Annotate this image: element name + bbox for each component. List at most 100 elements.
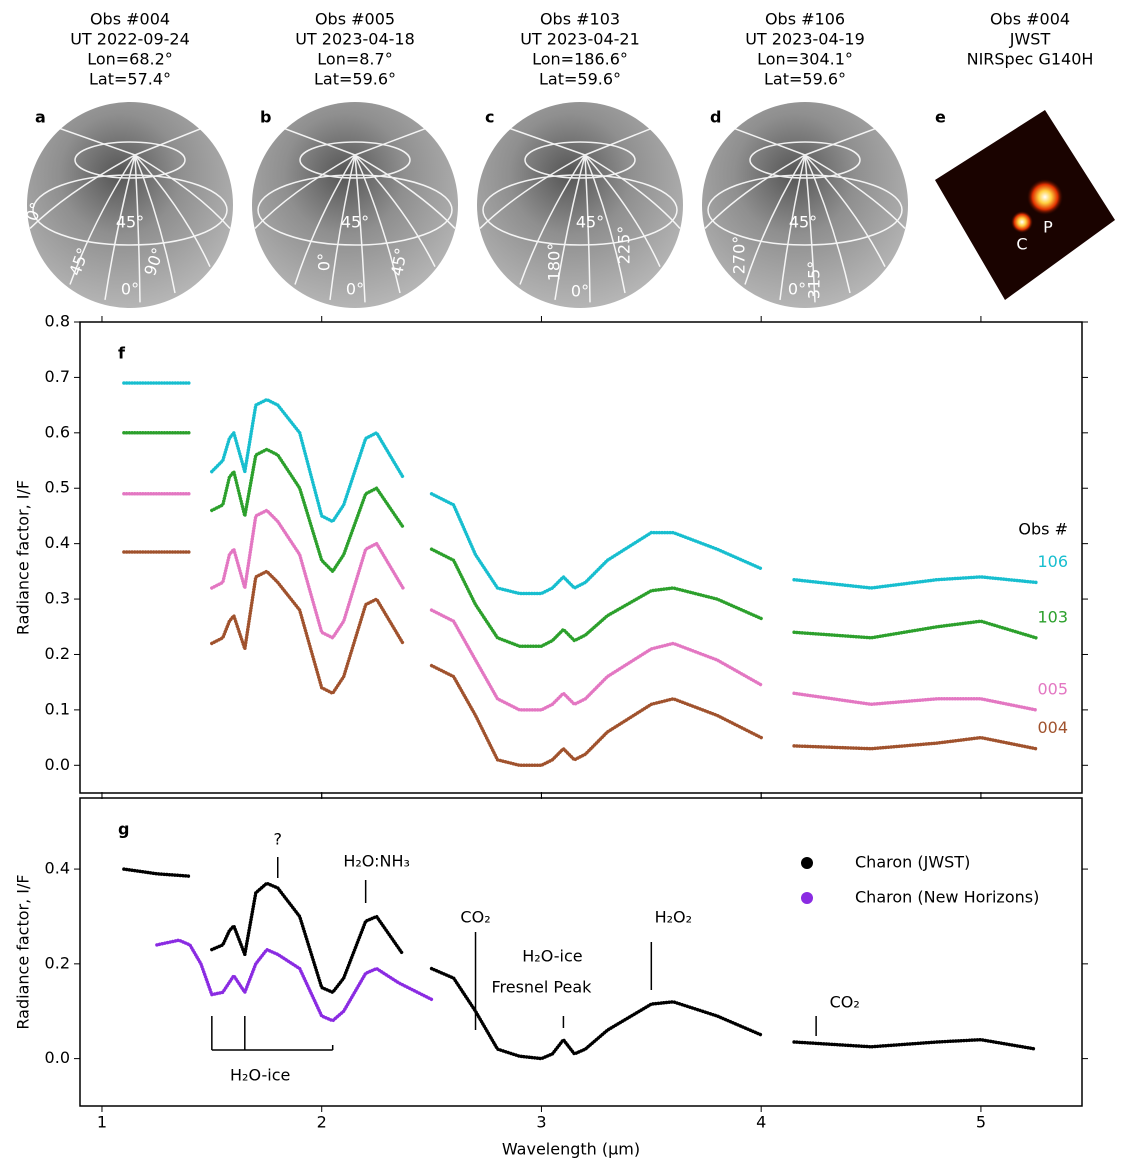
globe-label: 45° [576,213,604,232]
y-axis-label: Radiance factor, I/F [14,874,33,1029]
meridian [519,154,586,285]
panel-title: Lat=57.4° [89,70,171,89]
legend-label: 103 [1037,607,1068,626]
legend-title: Obs # [1018,520,1068,539]
x-tick-label: 4 [756,1113,766,1132]
globe-grid [254,124,456,303]
annotation: CO₂ [460,908,490,927]
meridian [254,154,356,229]
globe-grid [704,124,906,303]
meridian [354,154,436,267]
axes-frame [79,321,1083,794]
blob [1027,179,1063,215]
meridian [294,154,356,285]
meridian [354,124,436,156]
y-tick-label: 0.3 [45,589,70,608]
globe-label: C [1016,235,1027,254]
y-tick-label: 0.7 [45,367,70,386]
meridian [69,154,136,285]
panel-letter: b [260,108,271,127]
meridian [584,154,661,267]
annotation: H₂O₂ [655,908,692,927]
globe-label: 0° [22,200,46,224]
panel-letter: e [935,108,946,127]
y-tick-label: 0.4 [45,859,70,878]
meridian [724,124,806,156]
spectrum [122,550,1038,768]
legend-label: 106 [1037,552,1068,571]
meridian [329,154,356,301]
meridian [134,124,211,156]
y-tick-label: 0.4 [45,533,70,552]
y-tick-label: 0.2 [45,953,70,972]
meridian [804,154,851,294]
spectrum [155,938,434,1023]
meridian [704,154,806,229]
panel-title: Lon=68.2° [87,50,173,69]
jwst-image [935,110,1115,300]
panel-title: Obs #005 [315,10,395,29]
panel-letter: a [35,108,46,127]
legend-label: Charon (JWST) [855,853,970,872]
meridian [804,154,906,229]
meridian [584,154,626,294]
globe [252,102,458,308]
legend-label: 004 [1037,718,1068,737]
meridian [479,154,586,229]
globe-grid [479,124,681,303]
meridian [134,154,211,267]
panel-title: UT 2023-04-18 [295,30,415,49]
globe-label: 45° [116,213,144,232]
meridian [779,154,806,301]
legend-label: Charon (New Horizons) [855,888,1039,907]
meridian [134,154,231,229]
globe-label: 45° [387,246,411,277]
y-tick-label: 0.5 [45,478,70,497]
axes-frame [79,797,1083,1107]
panel-title: Lon=186.6° [532,50,628,69]
annotation: H₂O-ice [522,947,582,966]
panel-letter: d [710,108,721,127]
globe-grid [29,124,231,303]
annotation: CO₂ [830,993,860,1012]
meridian [584,154,591,303]
y-tick-label: 0.0 [45,755,70,774]
meridian [584,154,681,229]
meridian [354,154,401,294]
y-axis-label: Radiance factor, I/F [14,480,33,635]
meridian [274,124,356,156]
x-tick-label: 1 [97,1113,107,1132]
panel-title: JWST [1009,30,1051,49]
blob [1011,211,1033,233]
x-tick-label: 5 [976,1113,986,1132]
panel-title: UT 2023-04-19 [745,30,865,49]
globe-label: P [1043,218,1053,237]
globe-label: 45° [789,213,817,232]
panel-title: Lon=304.1° [757,50,853,69]
annotation: ? [274,830,283,849]
globe-label: 0° [315,253,334,271]
panel-title: NIRSpec G140H [967,50,1094,69]
meridian [104,154,136,301]
globe-label: 315° [805,261,824,300]
panel-title: Lat=59.6° [314,70,396,89]
panel-title: Lat=59.6° [539,70,621,89]
meridian [804,154,886,267]
meridian [29,154,136,229]
panel-title: UT 2022-09-24 [70,30,190,49]
globe-label: 225° [615,226,634,265]
panel-title: Lat=59.6° [764,70,846,89]
globe-label: 0° [346,280,364,299]
y-tick-label: 0.6 [45,422,70,441]
meridian [554,154,586,301]
globe-label: 0° [571,282,589,301]
annotation: H₂O:NH₃ [343,852,410,871]
meridian [354,154,456,229]
panel-title: UT 2023-04-21 [520,30,640,49]
spectrum [122,867,1038,1061]
spectrum [122,431,1038,648]
panel-title: Obs #106 [765,10,845,29]
y-tick-label: 0.0 [45,1048,70,1067]
panel-letter: c [485,108,494,127]
panel-title: Obs #004 [990,10,1070,29]
